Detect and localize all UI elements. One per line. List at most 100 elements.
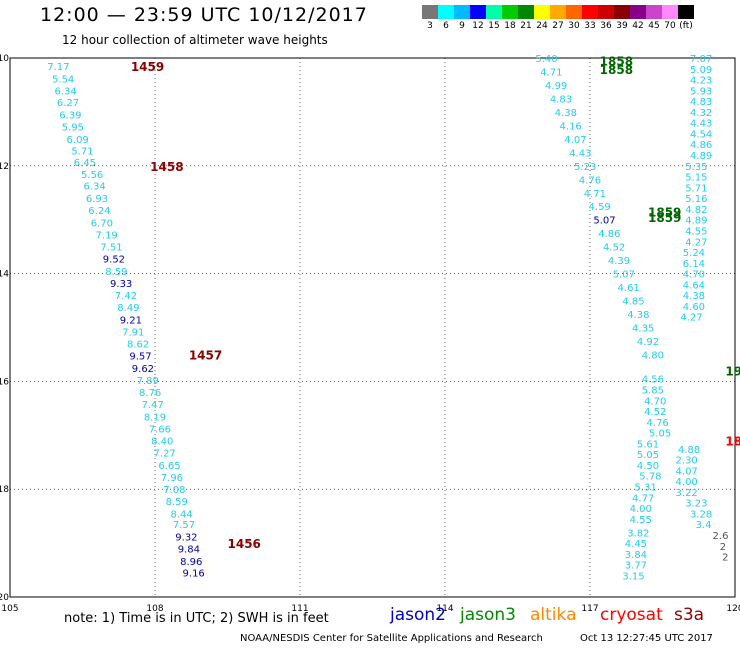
swh-label-left-track: 6.34	[83, 182, 105, 193]
color-scale-label: 21	[520, 21, 532, 31]
swh-label-diagonal-track: 4.59	[589, 202, 611, 213]
pass-time-label: 1457	[189, 348, 222, 362]
color-swatch	[630, 5, 646, 19]
swh-label-diagonal-track: 4.38	[627, 310, 649, 321]
footnote: note: 1) Time is in UTC; 2) SWH is in fe…	[64, 611, 329, 626]
swh-label-left-track: 7.66	[149, 424, 171, 435]
swh-label-right-track: 5.09	[690, 65, 712, 76]
legend-cryosat: cryosat	[600, 605, 663, 625]
swh-label-right-track: 6.14	[683, 259, 705, 270]
x-tick-label: 105	[1, 604, 18, 614]
color-swatch	[598, 5, 614, 19]
swh-label-diagonal-track: 4.86	[598, 229, 620, 240]
swh-label-left-track: 7.51	[100, 243, 122, 254]
swh-label-diagonal-track: 4.71	[540, 67, 562, 78]
color-swatch	[502, 5, 518, 19]
color-scale-label: 39	[616, 21, 628, 31]
color-scale-label: 3	[427, 21, 433, 31]
swh-label-right-track: 4.86	[690, 140, 712, 151]
x-tick-label: 108	[146, 604, 163, 614]
y-tick-label: -12	[0, 162, 9, 172]
swh-label-diagonal-track: 5.40	[535, 54, 557, 65]
color-scale-label: 18	[504, 21, 516, 31]
color-swatch	[662, 5, 678, 19]
swh-label-left-track: 8.40	[151, 437, 173, 448]
page-subtitle: 12 hour collection of altimeter wave hei…	[62, 33, 328, 47]
swh-label-right-track: 4.89	[685, 216, 707, 227]
legend-jason2: jason2	[390, 605, 446, 625]
swh-label-right-track: 5.61	[637, 439, 659, 450]
swh-label-left-track: 7.96	[161, 473, 183, 484]
pass-time-label: 1459	[131, 60, 164, 74]
swh-label-right-track: 3.15	[622, 571, 644, 582]
pass-time-label: 1858	[600, 63, 633, 77]
swh-label-left-track: 9.16	[183, 569, 205, 580]
generated-timestamp: Oct 13 12:27:45 UTC 2017	[580, 633, 713, 644]
legend-altika: altika	[530, 605, 577, 625]
swh-label-right-track: 5.85	[642, 385, 664, 396]
swh-label-left-track: 9.21	[120, 315, 142, 326]
credit-line: NOAA/NESDIS Center for Satellite Applica…	[240, 633, 543, 644]
swh-label-left-track: 9.52	[103, 255, 125, 266]
y-tick-label: -16	[0, 377, 9, 387]
color-swatch	[486, 5, 502, 19]
swh-label-right-track: 2	[722, 553, 728, 564]
swh-label-left-track: 9.57	[129, 352, 151, 363]
swh-label-right-track: 5.93	[690, 86, 712, 97]
color-swatch	[646, 5, 662, 19]
color-scale-label: 45	[648, 21, 660, 31]
color-swatch	[438, 5, 454, 19]
swh-label-left-track: 6.24	[88, 206, 110, 217]
color-scale-label: (ft)	[679, 21, 693, 31]
pass-time-label: 1900	[725, 365, 740, 379]
swh-label-left-track: 6.70	[91, 218, 113, 229]
swh-label-diagonal-track: 4.38	[555, 108, 577, 119]
swh-label-right-track: 5.78	[639, 472, 661, 483]
legend-jason3: jason3	[460, 605, 516, 625]
swh-label-right-track: 5.05	[649, 429, 671, 440]
swh-label-right-track: 3.28	[690, 509, 712, 520]
swh-label-diagonal-track: 4.35	[632, 324, 654, 335]
swh-label-left-track: 7.17	[47, 62, 69, 73]
swh-label-right-track: 4.83	[690, 97, 712, 108]
swh-label-right-track: 4.70	[683, 270, 705, 281]
color-scale-label: 36	[600, 21, 612, 31]
swh-label-right-track: 3.84	[625, 550, 647, 561]
y-tick-label: -10	[0, 54, 9, 64]
swh-label-left-track: 6.65	[158, 461, 180, 472]
swh-label-right-track: 4.55	[685, 226, 707, 237]
swh-label-left-track: 5.56	[81, 170, 103, 181]
color-scale-label: 42	[632, 21, 644, 31]
pass-time-label: 1456	[228, 537, 261, 551]
swh-label-right-track: 3.77	[625, 561, 647, 572]
swh-label-diagonal-track: 4.76	[579, 175, 601, 186]
color-scale-label: 30	[568, 21, 580, 31]
color-swatch	[422, 5, 438, 19]
x-tick-label: 117	[581, 604, 598, 614]
color-swatch	[678, 5, 694, 19]
swh-label-right-track: 4.89	[690, 151, 712, 162]
x-tick-label: 114	[436, 604, 453, 614]
swh-label-right-track: 5.24	[683, 248, 705, 259]
map-frame	[9, 57, 736, 598]
y-tick-label: -14	[0, 270, 9, 280]
pass-time-label: 1800	[725, 435, 740, 449]
swh-label-right-track: 4.23	[690, 76, 712, 87]
swh-label-left-track: 5.54	[52, 74, 74, 85]
swh-label-left-track: 9.84	[178, 544, 200, 555]
color-scale-label: 9	[459, 21, 465, 31]
swh-label-right-track: 4.00	[676, 477, 698, 488]
swh-label-right-track: 4.27	[680, 313, 702, 324]
swh-label-right-track: 3.82	[627, 528, 649, 539]
color-scale-label: 15	[488, 21, 500, 31]
swh-label-right-track: 4.27	[685, 237, 707, 248]
pass-time-label: 1858	[600, 55, 633, 69]
swh-label-right-track: 4.43	[690, 119, 712, 130]
swh-label-right-track: 4.56	[642, 375, 664, 386]
swh-label-right-track: 2.30	[676, 456, 698, 467]
swh-label-diagonal-track: 4.71	[584, 189, 606, 200]
swh-label-right-track: 5.05	[637, 450, 659, 461]
swh-label-right-track: 5.15	[685, 173, 707, 184]
page-title: 12:00 — 23:59 UTC 10/12/2017	[40, 4, 368, 26]
